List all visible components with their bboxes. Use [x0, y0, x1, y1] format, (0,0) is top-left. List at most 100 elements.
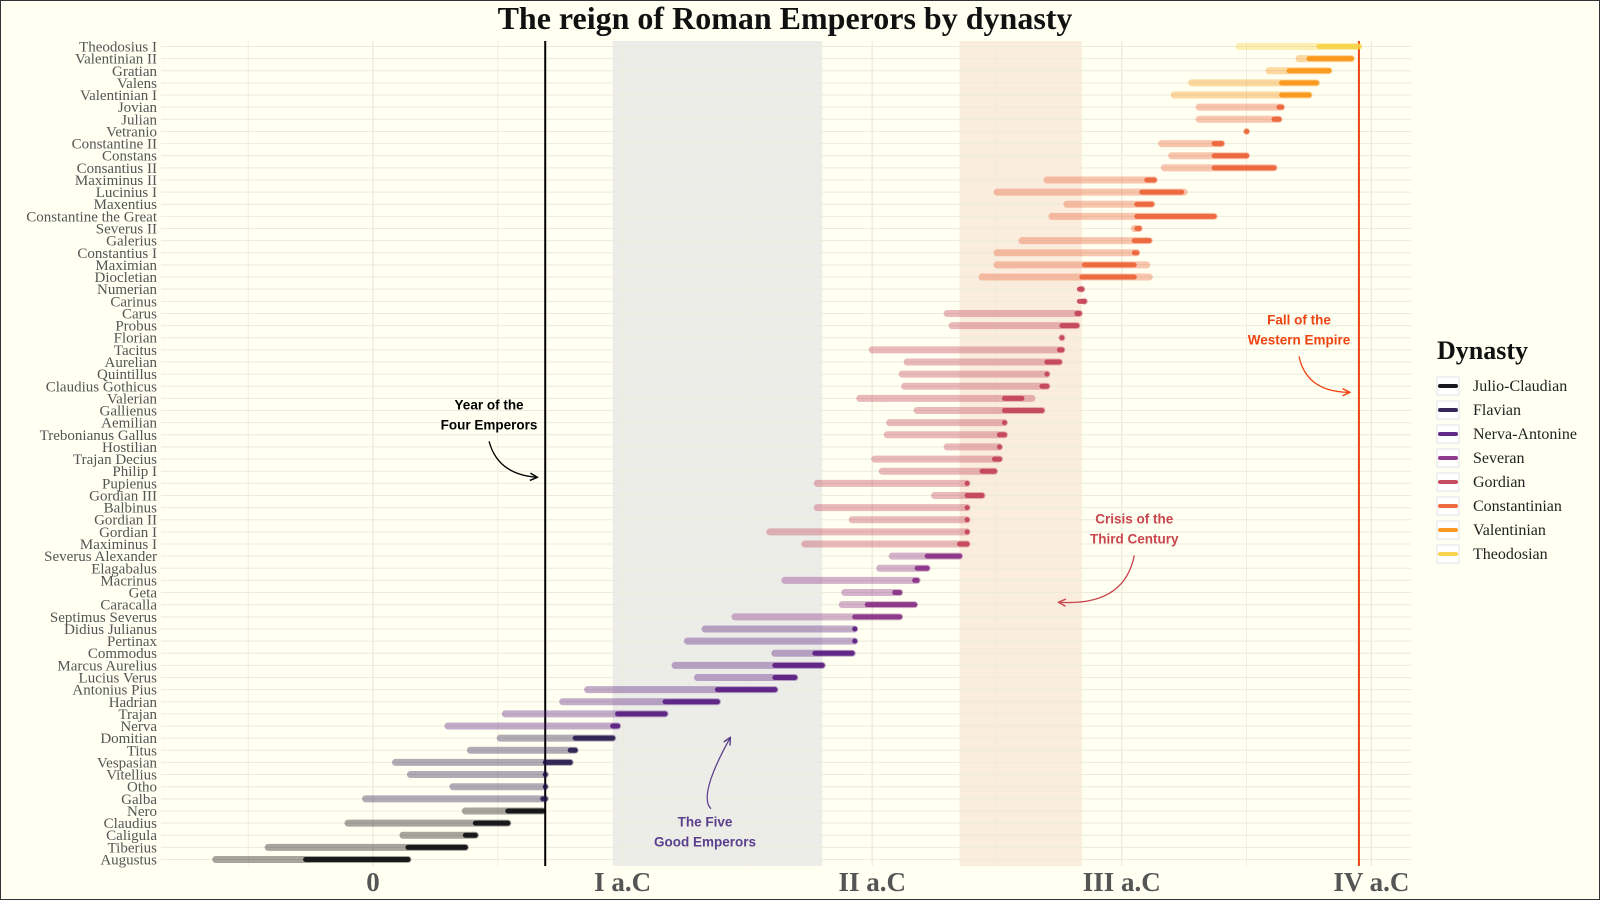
emperor-label: Vetranio — [106, 124, 157, 140]
y-axis-labels: AugustusTiberiusCaligulaClaudiusNeroGalb… — [26, 40, 158, 869]
emperor-label: Valentinian II — [75, 52, 157, 68]
emperor-label: Maximinus II — [75, 173, 157, 189]
emperor-label: Constantine II — [72, 137, 157, 153]
emperor-label: Valens — [117, 76, 157, 92]
emperor-label: Carinus — [110, 294, 157, 310]
emperor-label: Constantius I — [77, 246, 157, 262]
event-lines — [544, 41, 1360, 866]
emperor-label: Quintillus — [97, 367, 157, 383]
annotation-label: Crisis of the Third Century — [1090, 511, 1179, 546]
x-tick-label: 0 — [366, 867, 380, 897]
emperor-label: Severus Alexander — [44, 549, 157, 565]
emperor-label: Tacitus — [114, 343, 157, 359]
emperor-label: Augustus — [100, 853, 157, 869]
legend-title: Dynasty — [1437, 336, 1528, 365]
annotation-label: Fall of the Western Empire — [1248, 312, 1351, 347]
emperor-label: Trajan — [118, 707, 157, 723]
legend-label: Nerva-Antonine — [1473, 426, 1577, 443]
emperor-label: Gallienus — [100, 404, 158, 420]
emperor-label: Hostilian — [102, 440, 157, 456]
x-tick-label: II a.C — [838, 867, 906, 897]
legend-label: Theodosian — [1473, 546, 1548, 563]
emperor-label: Numerian — [97, 282, 157, 298]
emperor-label: Maximian — [95, 258, 157, 274]
emperor-label: Theodosius I — [79, 40, 157, 56]
emperor-label: Domitian — [100, 731, 157, 747]
emperor-label: Gordian I — [99, 525, 157, 541]
emperor-label: Severus II — [96, 222, 157, 238]
emperor-label: Claudius — [104, 816, 157, 832]
emperor-label: Maxentius — [94, 197, 157, 213]
emperor-label: Balbinus — [104, 501, 157, 517]
emperor-label: Vitellius — [106, 768, 157, 784]
annotation-arrow — [488, 441, 536, 477]
emperor-label: Pertinax — [107, 634, 157, 650]
emperor-label: Lucius Verus — [79, 670, 158, 686]
emperor-label: Caligula — [106, 828, 157, 844]
emperor-label: Galba — [121, 792, 157, 808]
emperor-label: Caracalla — [100, 598, 157, 614]
annotation-arrow — [706, 738, 730, 810]
annotation-arrow — [1298, 356, 1349, 392]
annotation-label: The Five Good Emperors — [654, 815, 756, 850]
legend-label: Flavian — [1473, 402, 1521, 419]
emperor-label: Carus — [122, 306, 157, 322]
emperor-label: Claudius Gothicus — [46, 379, 157, 395]
emperor-label: Constantine the Great — [26, 209, 158, 225]
shaded-period-1 — [959, 41, 1082, 866]
emperor-label: Macrinus — [100, 573, 157, 589]
emperor-label: Tiberius — [108, 840, 158, 856]
emperor-label: Constans — [102, 149, 157, 165]
emperor-label: Jovian — [118, 100, 158, 116]
x-axis-ticks: 0 I a.C II a.C III a.C IV a.C — [366, 867, 1409, 897]
chart-title: The reign of Roman Emperors by dynasty — [498, 1, 1073, 36]
emperor-label: Consantius II — [77, 161, 157, 177]
emperor-label: Gordian III — [89, 488, 157, 504]
emperor-label: Diocletian — [95, 270, 158, 286]
legend: Dynasty Julio-Claudian Flavian Nerva-Anton… — [1436, 336, 1577, 564]
emperor-label: Antonius Pius — [72, 683, 157, 699]
annotation-arrow — [1059, 555, 1135, 602]
emperor-label: Philip I — [112, 464, 157, 480]
gridlines — [161, 41, 1411, 866]
legend-label: Severan — [1473, 450, 1525, 467]
emperor-label: Otho — [127, 780, 157, 796]
emperor-label: Aurelian — [105, 355, 158, 371]
annotations: Year of the Four Emperors Fall of the Weste… — [441, 312, 1351, 850]
emperor-label: Septimus Severus — [50, 610, 157, 626]
emperor-label: Galerius — [106, 234, 157, 250]
emperor-label: Trajan Decius — [73, 452, 157, 468]
x-tick-label: III a.C — [1083, 867, 1161, 897]
x-tick-label: I a.C — [594, 867, 651, 897]
emperor-label: Titus — [127, 743, 157, 759]
emperor-label: Gordian II — [94, 513, 157, 529]
emperor-label: Lucinius I — [96, 185, 157, 201]
reign-bars — [303, 44, 1362, 862]
emperor-label: Pupienus — [102, 476, 157, 492]
emperor-label: Commodus — [88, 646, 157, 662]
emperor-label: Maximinus I — [80, 537, 157, 553]
emperor-label: Julian — [121, 112, 157, 128]
emperor-label: Aemilian — [101, 416, 157, 432]
shaded-period-0 — [612, 41, 823, 866]
emperor-label: Florian — [114, 331, 158, 347]
shaded-periods — [612, 41, 1082, 866]
legend-label: Julio-Claudian — [1473, 378, 1567, 395]
emperor-label: Nero — [127, 804, 157, 820]
x-tick-label: IV a.C — [1333, 867, 1409, 897]
legend-label: Constantinian — [1473, 498, 1562, 515]
emperor-label: Valentinian I — [80, 88, 157, 104]
emperor-label: Hadrian — [109, 695, 158, 711]
emperor-label: Didius Julianus — [64, 622, 157, 638]
annotation-label: Year of the Four Emperors — [441, 397, 538, 432]
legend-label: Gordian — [1473, 474, 1525, 491]
emperor-label: Elagabalus — [91, 561, 157, 577]
emperor-label: Vespasian — [97, 755, 157, 771]
emperor-label: Gratian — [112, 64, 157, 80]
emperor-label: Valerian — [107, 391, 157, 407]
legend-label: Valentinian — [1473, 522, 1546, 539]
emperor-label: Probus — [115, 319, 157, 335]
emperor-label: Trebonianus Gallus — [40, 428, 158, 444]
